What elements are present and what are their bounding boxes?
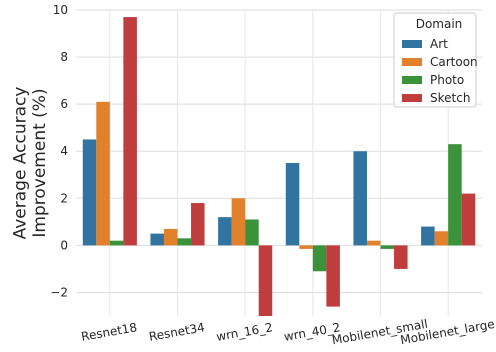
legend: Domain Art Cartoon Photo Sketch <box>393 12 478 108</box>
bar-sketch-wrn_16_2 <box>258 245 273 316</box>
bar-art-mobilenet_large <box>421 226 435 246</box>
bar-photo-mobilenet_large <box>448 144 462 246</box>
y-axis-label: Average AccuracyImprovement (%) <box>10 87 50 240</box>
legend-swatch-cartoon <box>402 58 422 66</box>
bar-sketch-mobilenet_small <box>394 245 408 269</box>
bar-photo-resnet34 <box>177 238 192 246</box>
legend-swatch-art <box>402 40 422 48</box>
bar-photo-mobilenet_small <box>380 245 395 249</box>
bar-art-wrn_16_2 <box>218 217 232 246</box>
legend-items: Art Cartoon Photo Sketch <box>402 37 478 105</box>
y-axis-ticks: −2 0 2 4 6 8 10 <box>50 3 68 299</box>
y-tick-label: 10 <box>53 3 68 17</box>
x-tick-label: wrn_16_2 <box>215 320 274 344</box>
bar-cartoon-resnet34 <box>163 228 178 246</box>
y-tick-label: −2 <box>50 285 68 299</box>
bar-art-wrn_40_2 <box>285 163 300 246</box>
bar-cartoon-wrn_16_2 <box>231 198 246 246</box>
x-tick-label: Resnet18 <box>80 320 138 344</box>
bar-photo-resnet18 <box>109 240 124 246</box>
bar-sketch-wrn_40_2 <box>326 245 340 307</box>
legend-label-photo: Photo <box>430 73 464 87</box>
bars <box>82 17 476 316</box>
y-tick-label: 0 <box>60 238 68 252</box>
bar-cartoon-wrn_40_2 <box>299 245 313 249</box>
bar-cartoon-mobilenet_small <box>366 240 381 246</box>
y-axis-label-line: Average Accuracy <box>10 87 30 240</box>
bar-photo-wrn_40_2 <box>312 245 327 272</box>
bar-art-mobilenet_small <box>353 151 367 246</box>
y-tick-label: 4 <box>60 144 68 158</box>
bar-cartoon-resnet18 <box>96 101 110 246</box>
legend-label-sketch: Sketch <box>430 91 470 105</box>
legend-swatch-photo <box>402 76 422 84</box>
bar-sketch-mobilenet_large <box>461 193 476 246</box>
bar-art-resnet18 <box>82 139 97 246</box>
x-axis-ticks: Resnet18 Resnet34 wrn_16_2 wrn_40_2Mobilene… <box>80 317 496 348</box>
legend-swatch-sketch <box>402 94 422 102</box>
bar-cartoon-mobilenet_large <box>434 231 449 246</box>
legend-title: Domain <box>416 17 463 31</box>
y-tick-label: 8 <box>60 50 68 64</box>
y-axis-label-line: Improvement (%) <box>30 88 50 237</box>
bar-art-resnet34 <box>150 233 164 246</box>
x-tick-label: Resnet34 <box>148 320 206 344</box>
y-tick-label: 6 <box>60 97 68 111</box>
legend-label-cartoon: Cartoon <box>430 55 478 69</box>
y-tick-label: 2 <box>60 191 68 205</box>
bar-sketch-resnet34 <box>191 203 205 246</box>
legend-label-art: Art <box>430 37 448 51</box>
bar-photo-wrn_16_2 <box>245 219 259 246</box>
bar-sketch-resnet18 <box>123 17 137 246</box>
